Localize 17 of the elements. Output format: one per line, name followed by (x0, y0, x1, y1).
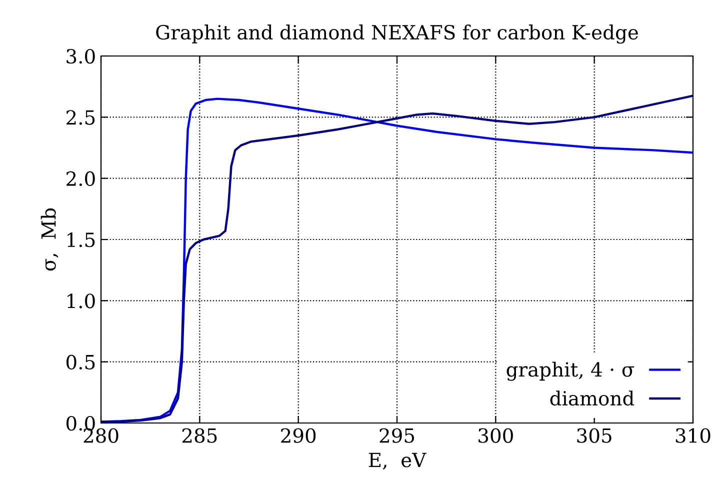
y-tick-label: 1.0 (68, 294, 95, 308)
x-tick-label: 300 (478, 428, 513, 443)
chart-title: Graphit and diamond NEXAFS for carbon K-edge (156, 24, 638, 44)
x-tick-label: 305 (577, 428, 612, 443)
y-axis-title: σ, Mb (40, 208, 58, 271)
x-tick-label: 295 (380, 428, 414, 443)
y-tick-label: 0.5 (66, 354, 95, 370)
y-tick-label: 2.5 (66, 110, 95, 125)
y-tick-label: 2.0 (66, 171, 95, 186)
x-tick-label: 310 (676, 428, 710, 443)
x-axis-title: E, eV (368, 452, 426, 470)
x-tick-label: 285 (182, 428, 217, 443)
y-tick-label: 1.5 (68, 232, 95, 248)
x-tick-label: 290 (281, 428, 316, 443)
legend-label: diamond (550, 390, 634, 406)
legend-label: graphit, 4 · σ (506, 362, 634, 381)
y-tick-label: 3.0 (66, 48, 95, 64)
